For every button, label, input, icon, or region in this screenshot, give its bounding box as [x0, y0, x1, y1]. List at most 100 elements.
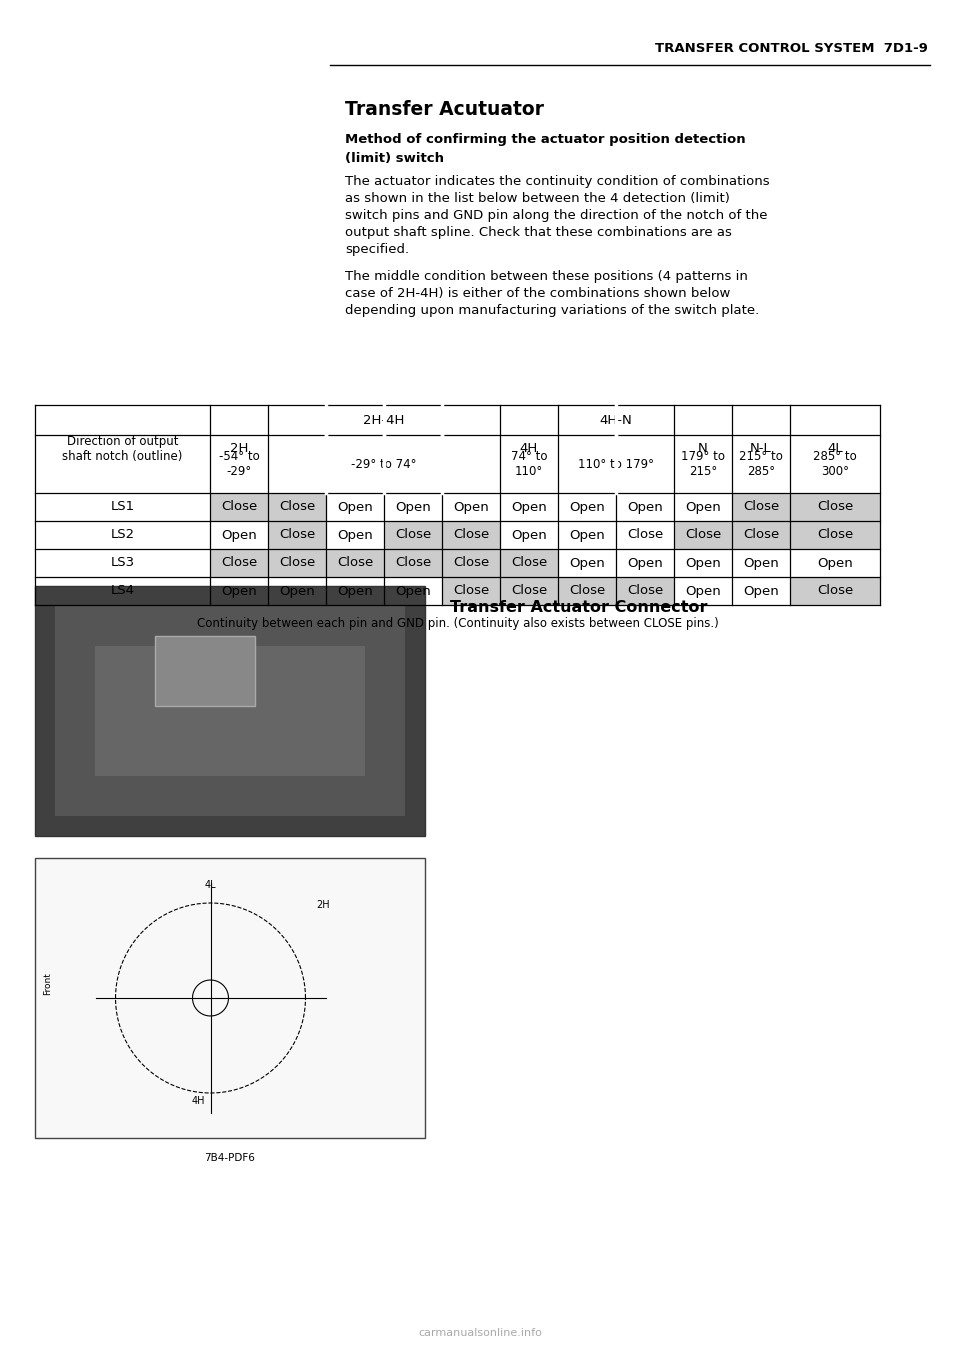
Text: Open: Open — [337, 584, 372, 598]
Text: Open: Open — [685, 557, 721, 569]
Bar — [500, 577, 558, 606]
Text: Close: Close — [511, 584, 547, 598]
Text: Open: Open — [396, 501, 431, 513]
Bar — [55, 606, 405, 816]
Bar — [210, 549, 268, 577]
Text: -54° to
-29°: -54° to -29° — [219, 449, 259, 478]
Text: Close: Close — [453, 557, 490, 569]
Text: Transfer Acutuator: Transfer Acutuator — [345, 100, 544, 120]
Text: Close: Close — [743, 528, 780, 542]
Text: Method of confirming the actuator position detection: Method of confirming the actuator positi… — [345, 133, 746, 147]
Text: Open: Open — [396, 584, 431, 598]
Text: Open: Open — [627, 557, 662, 569]
Text: Open: Open — [627, 501, 662, 513]
Bar — [790, 577, 880, 606]
Bar — [500, 549, 558, 577]
Bar — [442, 549, 500, 577]
Text: Direction of output
shaft notch (outline): Direction of output shaft notch (outline… — [62, 435, 182, 463]
Text: Close: Close — [221, 501, 257, 513]
Text: Open: Open — [453, 501, 489, 513]
Text: LS1: LS1 — [110, 501, 134, 513]
Text: Open: Open — [685, 584, 721, 598]
Bar — [732, 493, 790, 521]
Bar — [326, 549, 384, 577]
Text: LS4: LS4 — [110, 584, 134, 598]
Text: (limit) switch: (limit) switch — [345, 152, 444, 166]
Text: Close: Close — [817, 528, 853, 542]
Bar — [674, 521, 732, 549]
Text: carmanualsonline.info: carmanualsonline.info — [418, 1328, 542, 1338]
Bar — [616, 577, 674, 606]
Text: Close: Close — [395, 557, 431, 569]
Bar — [790, 521, 880, 549]
Text: depending upon manufacturing variations of the switch plate.: depending upon manufacturing variations … — [345, 304, 759, 316]
Text: -29° to 74°: -29° to 74° — [351, 458, 417, 470]
Text: Close: Close — [511, 557, 547, 569]
Text: LS3: LS3 — [110, 557, 134, 569]
Bar — [384, 549, 442, 577]
Text: 2H-4H: 2H-4H — [363, 413, 405, 426]
Text: as shown in the list below between the 4 detection (limit): as shown in the list below between the 4… — [345, 191, 730, 205]
Text: Open: Open — [685, 501, 721, 513]
Text: case of 2H-4H) is either of the combinations shown below: case of 2H-4H) is either of the combinat… — [345, 287, 731, 300]
Text: The actuator indicates the continuity condition of combinations: The actuator indicates the continuity co… — [345, 175, 770, 187]
Text: switch pins and GND pin along the direction of the notch of the: switch pins and GND pin along the direct… — [345, 209, 767, 221]
Bar — [268, 493, 326, 521]
Bar — [268, 521, 326, 549]
Text: LS2: LS2 — [110, 528, 134, 542]
Text: 4L: 4L — [828, 443, 843, 455]
Text: Open: Open — [279, 584, 315, 598]
Text: Open: Open — [817, 557, 852, 569]
Text: Close: Close — [569, 584, 605, 598]
Text: Close: Close — [453, 528, 490, 542]
Text: Open: Open — [569, 528, 605, 542]
Text: 179° to
215°: 179° to 215° — [681, 449, 725, 478]
Text: Open: Open — [221, 528, 257, 542]
Text: Open: Open — [511, 501, 547, 513]
Text: specified.: specified. — [345, 243, 409, 257]
Bar — [384, 521, 442, 549]
Text: Open: Open — [337, 501, 372, 513]
Text: Open: Open — [337, 528, 372, 542]
Text: 2H: 2H — [229, 443, 249, 455]
Text: Close: Close — [453, 584, 490, 598]
Text: Front: Front — [43, 972, 52, 995]
Text: output shaft spline. Check that these combinations are as: output shaft spline. Check that these co… — [345, 225, 732, 239]
Bar — [732, 521, 790, 549]
Text: 7B4-PDF6: 7B4-PDF6 — [204, 1153, 255, 1162]
Bar — [35, 587, 425, 837]
Text: Transfer Actuator Connector: Transfer Actuator Connector — [450, 600, 708, 615]
Bar — [210, 493, 268, 521]
Text: Open: Open — [221, 584, 257, 598]
Text: Close: Close — [278, 528, 315, 542]
Text: Close: Close — [278, 557, 315, 569]
Text: Close: Close — [627, 584, 663, 598]
Bar — [268, 549, 326, 577]
Text: Close: Close — [221, 557, 257, 569]
Text: Close: Close — [684, 528, 721, 542]
Text: N: N — [698, 443, 708, 455]
Text: 110° to 179°: 110° to 179° — [578, 458, 654, 470]
Bar — [35, 405, 880, 606]
Text: Open: Open — [511, 528, 547, 542]
Text: 285° to
300°: 285° to 300° — [813, 449, 857, 478]
Bar — [442, 577, 500, 606]
Text: Continuity between each pin and GND pin. (Continuity also exists between CLOSE p: Continuity between each pin and GND pin.… — [197, 617, 718, 630]
Text: Open: Open — [569, 557, 605, 569]
Text: 4H-N: 4H-N — [600, 413, 633, 426]
Bar — [95, 646, 365, 775]
Bar — [558, 577, 616, 606]
Text: 215° to
285°: 215° to 285° — [739, 449, 783, 478]
Text: The middle condition between these positions (4 patterns in: The middle condition between these posit… — [345, 270, 748, 282]
Text: Close: Close — [337, 557, 373, 569]
Text: Close: Close — [395, 528, 431, 542]
Text: Open: Open — [743, 584, 779, 598]
Text: 2H: 2H — [316, 900, 329, 910]
Bar — [790, 493, 880, 521]
Text: TRANSFER CONTROL SYSTEM  7D1-9: TRANSFER CONTROL SYSTEM 7D1-9 — [655, 42, 928, 56]
Text: Open: Open — [743, 557, 779, 569]
Text: Close: Close — [817, 584, 853, 598]
Text: 4H: 4H — [520, 443, 539, 455]
Text: 4L: 4L — [204, 880, 216, 891]
Text: Close: Close — [817, 501, 853, 513]
